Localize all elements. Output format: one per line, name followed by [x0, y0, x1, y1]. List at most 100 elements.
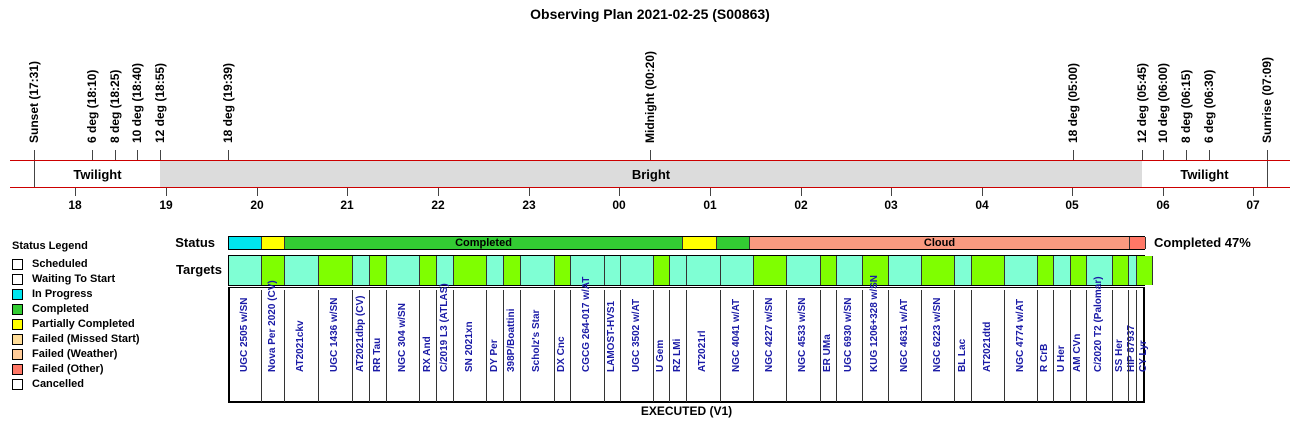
target-name[interactable]: AT2021dtd	[982, 321, 993, 372]
target-name[interactable]: UGC 3502 w/AT	[631, 298, 642, 372]
target-name[interactable]: DX Cnc	[556, 336, 567, 372]
target-block[interactable]	[521, 256, 555, 285]
target-name[interactable]: DY Per	[489, 339, 500, 372]
target-separator	[503, 290, 504, 402]
target-name[interactable]: ER UMa	[822, 334, 833, 372]
target-block[interactable]	[670, 256, 687, 285]
legend-swatch	[12, 349, 23, 360]
status-segment[interactable]: Cloud	[750, 237, 1130, 249]
target-block[interactable]	[437, 256, 454, 285]
target-block[interactable]	[605, 256, 621, 285]
event-tick	[115, 150, 116, 160]
target-name[interactable]: LAMOST-HVS1	[606, 300, 617, 372]
target-name[interactable]: AT2021ckv	[295, 320, 306, 372]
status-segment[interactable]	[683, 237, 717, 249]
legend-swatch	[12, 304, 23, 315]
target-block[interactable]	[922, 256, 955, 285]
target-block[interactable]	[654, 256, 670, 285]
target-name[interactable]: AM CVn	[1072, 333, 1083, 372]
target-name[interactable]: NGC 4631 w/AT	[899, 298, 910, 372]
target-block[interactable]	[370, 256, 387, 285]
target-block[interactable]	[955, 256, 972, 285]
target-block[interactable]	[571, 256, 605, 285]
status-segment[interactable]	[262, 237, 285, 249]
target-name[interactable]: Nova Per 2020 (CV)	[267, 280, 278, 372]
target-block[interactable]	[454, 256, 487, 285]
target-name[interactable]: UGC 1436 w/SN	[329, 297, 340, 372]
target-name[interactable]: NGC 4227 w/SN	[764, 297, 775, 372]
hour-tick	[1072, 188, 1073, 196]
target-name[interactable]: AT2021rl	[697, 330, 708, 372]
target-name[interactable]: NGC 4533 w/SN	[797, 297, 808, 372]
status-segment[interactable]	[1130, 237, 1146, 249]
target-block[interactable]	[1087, 256, 1113, 285]
target-block[interactable]	[1137, 256, 1153, 285]
target-block[interactable]	[555, 256, 571, 285]
target-block[interactable]	[863, 256, 889, 285]
target-name[interactable]: BL Lac	[957, 338, 968, 372]
target-name[interactable]: NGC 304 w/SN	[397, 303, 408, 372]
target-name[interactable]: NGC 4041 w/AT	[731, 298, 742, 372]
target-name[interactable]: CY Lyr	[1138, 340, 1149, 372]
target-block[interactable]	[353, 256, 370, 285]
hour-label: 04	[975, 198, 989, 212]
target-block[interactable]	[972, 256, 1005, 285]
target-separator	[921, 290, 922, 402]
target-name[interactable]: U Gem	[655, 339, 666, 372]
target-block[interactable]	[754, 256, 787, 285]
target-block[interactable]	[420, 256, 437, 285]
target-name[interactable]: CGCG 264-017 w/AT	[581, 276, 592, 372]
target-names-box	[228, 287, 1145, 403]
targets-row-label: Targets	[176, 262, 222, 277]
target-name[interactable]: RX And	[422, 336, 433, 372]
target-name[interactable]: UGC 2505 w/SN	[239, 297, 250, 372]
target-block[interactable]	[229, 256, 262, 285]
completion-percent: Completed 47%	[1154, 235, 1251, 250]
target-block[interactable]	[837, 256, 863, 285]
target-name[interactable]: SN 2021xn	[464, 321, 475, 372]
target-name[interactable]: AT2021dbp (CV)	[355, 295, 366, 373]
target-block[interactable]	[1038, 256, 1054, 285]
target-block[interactable]	[889, 256, 922, 285]
target-block[interactable]	[285, 256, 319, 285]
status-segment[interactable]	[717, 237, 750, 249]
target-name[interactable]: NGC 4774 w/AT	[1015, 298, 1026, 372]
target-name[interactable]: UGC 6930 w/SN	[843, 297, 854, 372]
target-name[interactable]: SS Her	[1114, 339, 1125, 372]
twilight-left-label: Twilight	[73, 167, 122, 182]
target-block[interactable]	[1129, 256, 1137, 285]
target-block[interactable]	[687, 256, 721, 285]
target-name[interactable]: KUG 1206+328 w/SN	[869, 275, 880, 372]
target-separator	[1128, 290, 1129, 402]
target-block[interactable]	[787, 256, 821, 285]
target-name[interactable]: R CrB	[1039, 343, 1050, 372]
target-block[interactable]	[1071, 256, 1087, 285]
target-block[interactable]	[504, 256, 521, 285]
target-block[interactable]	[487, 256, 504, 285]
target-name[interactable]: Scholz's Star	[531, 309, 542, 372]
target-separator	[653, 290, 654, 402]
target-block[interactable]	[262, 256, 285, 285]
target-name[interactable]: C/2019 L3 (ATLAS)	[439, 283, 450, 372]
status-segment[interactable]	[229, 237, 262, 249]
target-block[interactable]	[1113, 256, 1129, 285]
target-block[interactable]	[821, 256, 837, 285]
target-name[interactable]: RR Tau	[372, 337, 383, 372]
target-name[interactable]: RZ LMi	[672, 338, 683, 372]
target-name[interactable]: 398P/Boattini	[506, 308, 517, 372]
target-block[interactable]	[1054, 256, 1071, 285]
target-block[interactable]	[387, 256, 420, 285]
target-separator	[1037, 290, 1038, 402]
target-name[interactable]: NGC 6223 w/SN	[932, 297, 943, 372]
target-block[interactable]	[721, 256, 754, 285]
target-block[interactable]	[621, 256, 654, 285]
target-block[interactable]	[319, 256, 353, 285]
hour-label: 23	[522, 198, 536, 212]
target-block[interactable]	[1005, 256, 1038, 285]
plan-title: Observing Plan 2021-02-25 (S00863)	[530, 6, 770, 22]
status-segment[interactable]: Completed	[285, 237, 683, 249]
target-name[interactable]: C/2020 T2 (Palomar)	[1093, 276, 1104, 372]
target-name[interactable]: U Her	[1056, 345, 1067, 372]
event-label: 8 deg (18:25)	[108, 69, 122, 143]
hour-label: 21	[340, 198, 354, 212]
